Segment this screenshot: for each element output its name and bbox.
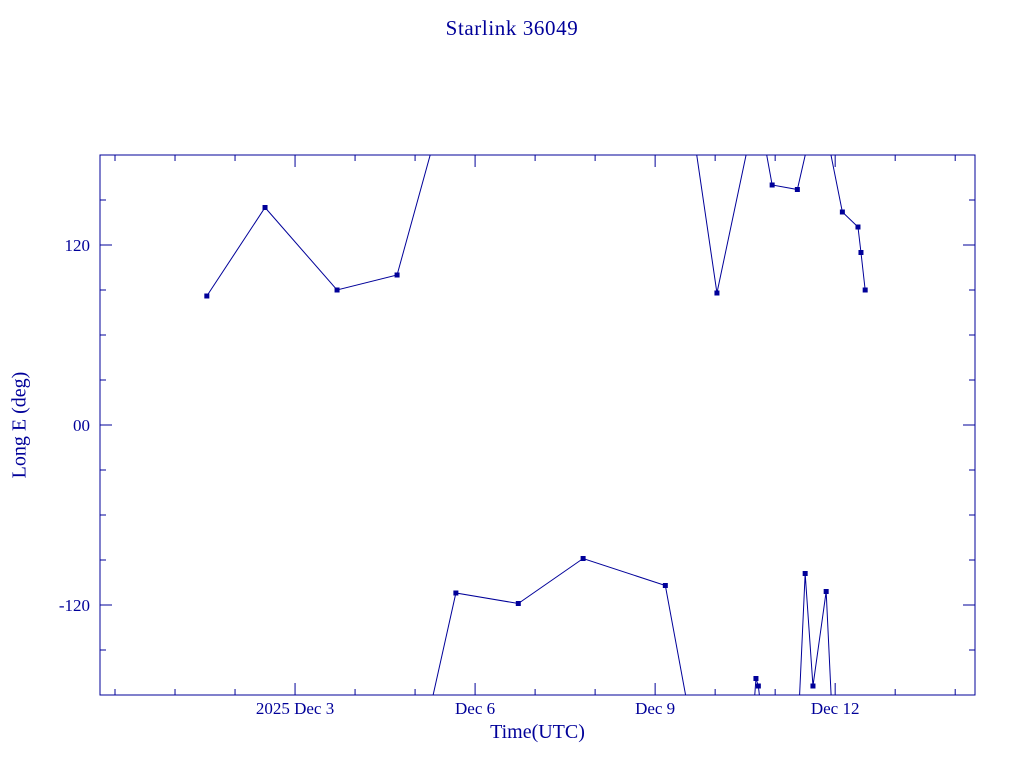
tick-labels: 2025 Dec 3 Dec 6 Dec 9 Dec 12 120 00 -120 — [59, 236, 860, 718]
data-marker — [453, 590, 459, 596]
data-marker — [810, 683, 816, 689]
data-marker — [755, 683, 761, 689]
y-tick-label: 120 — [65, 236, 91, 255]
data-series — [204, 155, 868, 695]
data-marker — [823, 589, 829, 594]
data-marker — [753, 676, 759, 681]
chart-title: Starlink 36049 — [445, 16, 579, 40]
data-marker — [858, 250, 864, 255]
data-marker — [262, 205, 268, 210]
data-marker — [204, 293, 210, 299]
x-tick-label: Dec 12 — [811, 699, 860, 718]
data-marker — [580, 556, 586, 561]
axis-ticks — [100, 155, 975, 695]
data-marker — [714, 290, 720, 296]
x-tick-label: Dec 6 — [455, 699, 495, 718]
data-marker — [862, 287, 868, 293]
data-marker — [855, 224, 861, 230]
data-marker — [839, 209, 845, 215]
x-tick-label: Dec 9 — [635, 699, 675, 718]
x-axis-label: Time(UTC) — [490, 721, 585, 743]
y-tick-label: 00 — [73, 416, 90, 435]
x-tick-label: 2025 Dec 3 — [256, 699, 334, 718]
data-line — [432, 557, 687, 695]
data-marker — [769, 182, 775, 188]
plot-frame — [99, 154, 976, 696]
data-line — [206, 155, 431, 297]
data-marker — [394, 272, 400, 278]
data-line — [754, 678, 760, 695]
data-line — [696, 155, 866, 294]
data-marker — [794, 187, 800, 192]
data-marker — [802, 571, 808, 576]
data-marker — [334, 287, 340, 293]
data-marker — [515, 601, 521, 606]
y-tick-label: -120 — [59, 596, 90, 615]
data-marker — [662, 583, 668, 588]
